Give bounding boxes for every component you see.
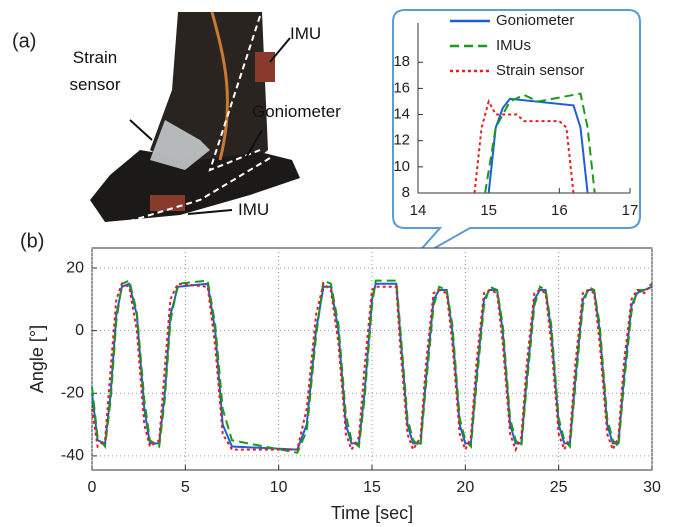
series-line: [484, 92, 596, 194]
x-tick-label: 20: [456, 479, 474, 496]
x-tick-label: 14: [410, 202, 427, 219]
series-line: [91, 281, 653, 453]
panel-label: (a): [12, 30, 36, 52]
y-tick-label: -20: [61, 385, 84, 402]
annotation: IMU: [238, 200, 270, 219]
inset-frame: [392, 9, 641, 263]
annotation: IMU: [290, 24, 322, 43]
legend-label: Strain sensor: [496, 62, 584, 79]
y-tick-label: 18: [393, 53, 410, 70]
legend-label: IMUs: [496, 37, 531, 54]
series-line: [473, 98, 575, 194]
x-tick-label: 10: [270, 479, 288, 496]
y-tick-label: 14: [393, 106, 410, 123]
y-tick-label: 10: [393, 158, 410, 175]
legend-label: Goniometer: [496, 12, 574, 29]
y-tick-label: -40: [61, 447, 84, 464]
series-line: [91, 279, 653, 454]
x-tick-label: 0: [88, 479, 97, 496]
x-tick-label: 17: [622, 202, 639, 219]
x-tick-label: 30: [643, 479, 661, 496]
photo: (a): [12, 11, 300, 231]
panel-label: (b): [20, 230, 44, 252]
x-tick-label: 15: [480, 202, 497, 219]
y-tick-label: 0: [75, 322, 84, 339]
series-line: [487, 97, 589, 194]
x-tick-label: 15: [363, 479, 381, 496]
y-tick-label: 12: [393, 132, 410, 149]
annotation: Strain sensor: [69, 48, 121, 94]
x-tick-label: 5: [181, 479, 190, 496]
y-tick-label: 8: [402, 184, 410, 201]
x-tick-label: 16: [551, 202, 568, 219]
annotation: Goniometer: [252, 102, 341, 121]
y-tick-label: 20: [66, 259, 84, 276]
x-tick-label: 25: [550, 479, 568, 496]
y-tick-label: 16: [393, 79, 410, 96]
y-axis-label: Angle [°]: [27, 325, 47, 393]
x-axis-label: Time [sec]: [331, 503, 413, 523]
